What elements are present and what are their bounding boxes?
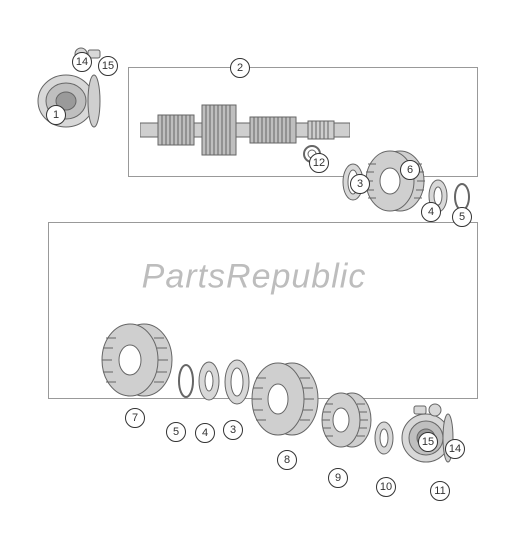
callout-11: 11 bbox=[430, 481, 450, 501]
callout-6: 6 bbox=[400, 160, 420, 180]
watermark-text: PartsRepublic bbox=[142, 257, 367, 296]
callout-3: 3 bbox=[350, 174, 370, 194]
callout-3: 3 bbox=[223, 420, 243, 440]
circlip-5-bottom bbox=[176, 362, 196, 400]
callout-14: 14 bbox=[445, 439, 465, 459]
callout-15: 15 bbox=[98, 56, 118, 76]
callout-12: 12 bbox=[309, 153, 329, 173]
gear-8 bbox=[246, 358, 324, 440]
callout-2: 2 bbox=[230, 58, 250, 78]
callout-5: 5 bbox=[166, 422, 186, 442]
callout-4: 4 bbox=[195, 423, 215, 443]
bearing-left bbox=[36, 70, 108, 132]
callout-4: 4 bbox=[421, 202, 441, 222]
callout-14: 14 bbox=[72, 52, 92, 72]
gear-9 bbox=[316, 388, 376, 452]
callout-15: 15 bbox=[418, 432, 438, 452]
washer-4-bottom bbox=[196, 360, 222, 402]
callout-9: 9 bbox=[328, 468, 348, 488]
washer-10 bbox=[372, 420, 396, 456]
callout-1: 1 bbox=[46, 105, 66, 125]
shaft-gear bbox=[202, 105, 236, 155]
gear-6 bbox=[360, 148, 430, 214]
callout-5: 5 bbox=[452, 207, 472, 227]
callout-8: 8 bbox=[277, 450, 297, 470]
gear-7 bbox=[96, 320, 178, 400]
callout-10: 10 bbox=[376, 477, 396, 497]
fastener-bottom bbox=[412, 400, 442, 420]
callout-7: 7 bbox=[125, 408, 145, 428]
